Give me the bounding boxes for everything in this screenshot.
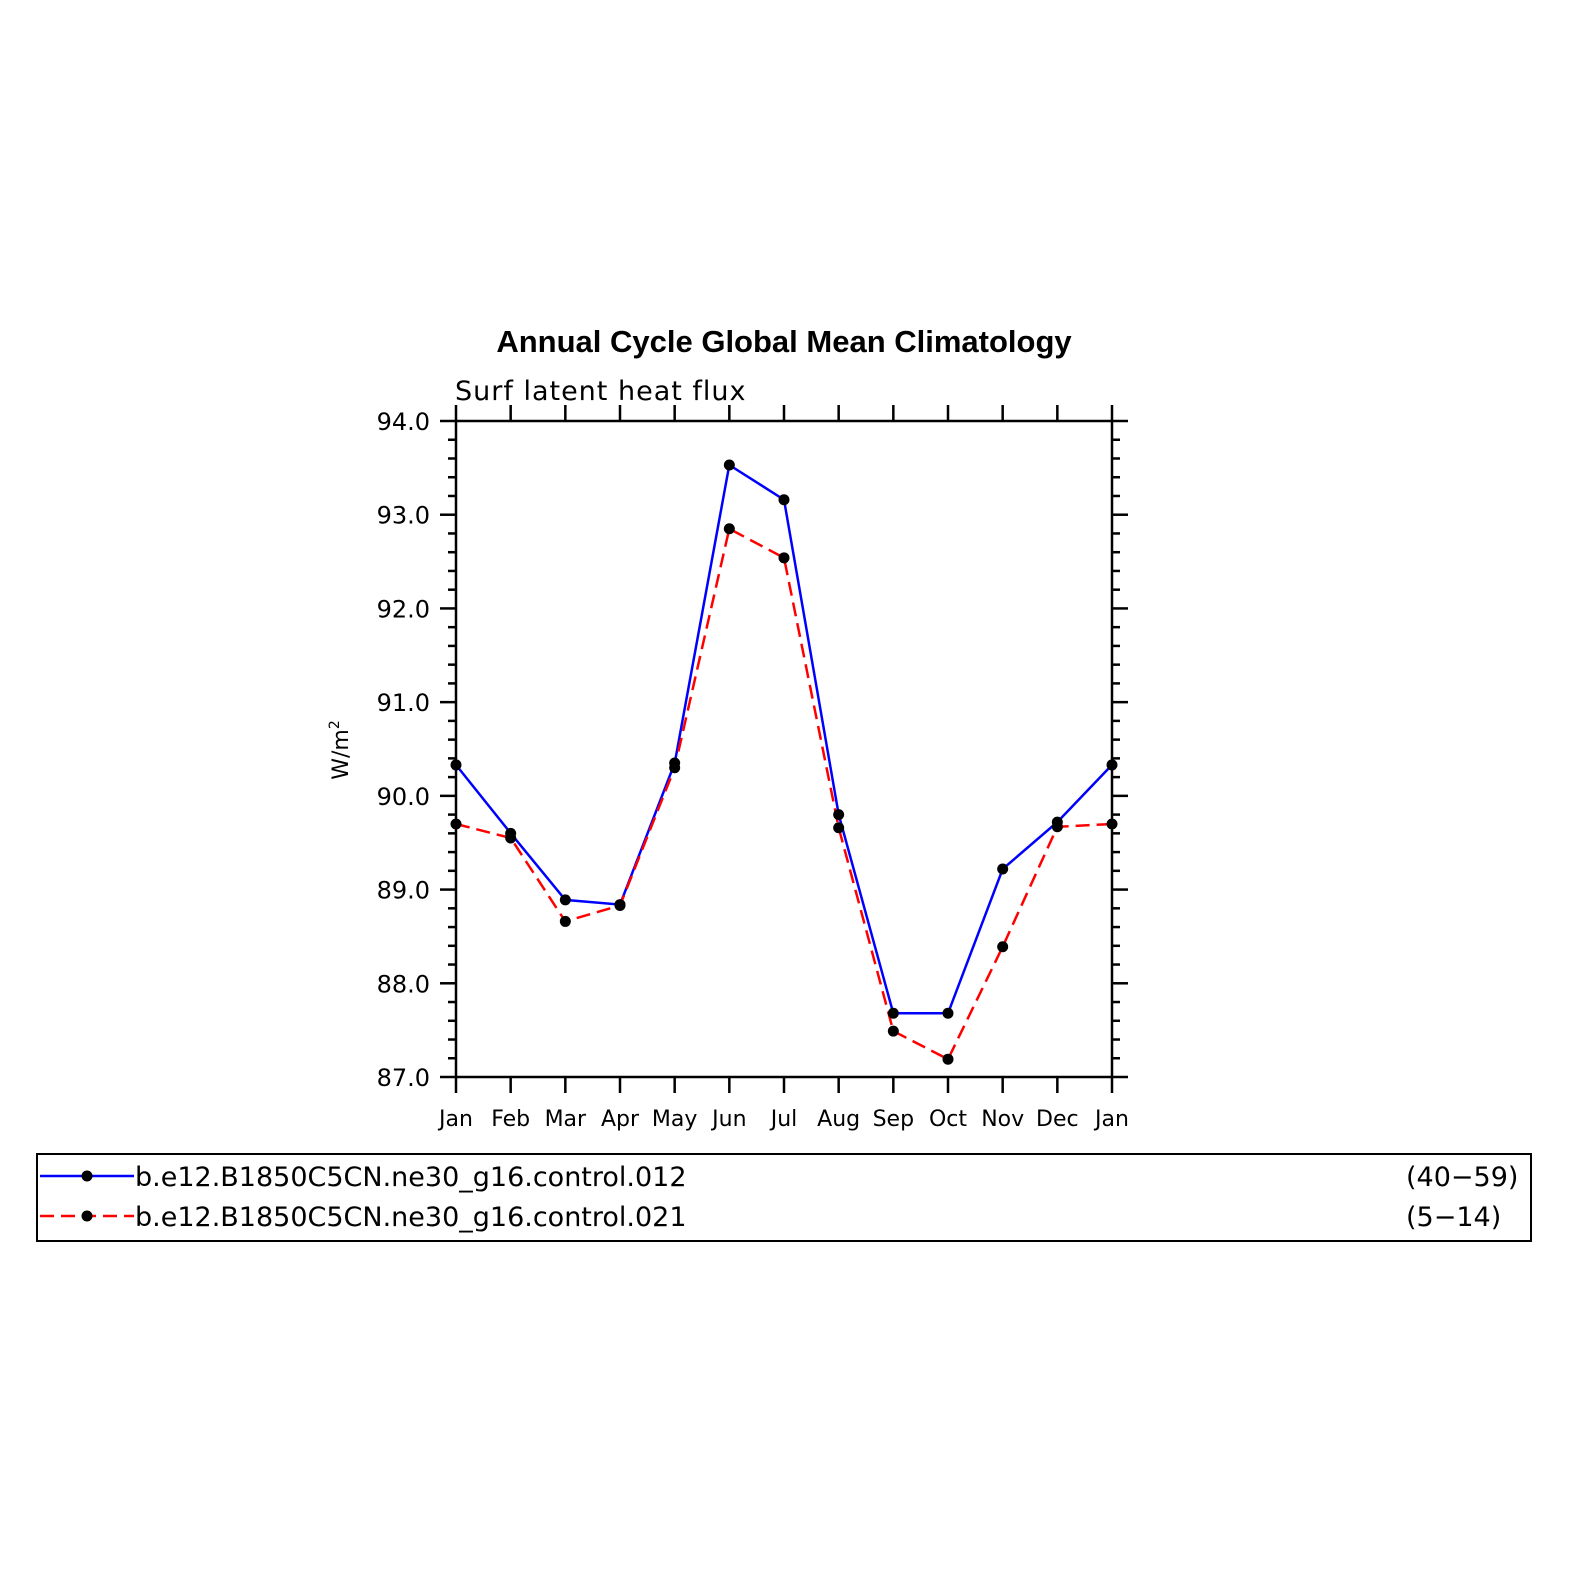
series-2-point <box>1051 821 1063 833</box>
axis-ticks: 87.0 88.0 89.0 90.0 91.0 92.0 93.0 94.0 Jan Feb Ma… <box>377 405 1129 1132</box>
x-tick-label: Jul <box>769 1107 798 1132</box>
plot-frame <box>454 419 1114 1079</box>
legend-label-2: b.e12.B1850C5CN.ne30_g16.control.021 <box>135 1202 687 1233</box>
series-2-point <box>942 1053 954 1065</box>
series-1-point <box>778 494 790 506</box>
x-tick-label: Feb <box>491 1107 530 1132</box>
series-2-point <box>505 832 517 844</box>
series-2-point <box>833 822 845 834</box>
series-2-point <box>559 915 571 927</box>
chart-subtitle: Surf latent heat flux <box>455 376 747 407</box>
legend-years-1: (40−59) <box>1406 1162 1518 1193</box>
legend-marker-1 <box>81 1170 93 1182</box>
y-tick-label: 90.0 <box>377 783 430 811</box>
legend-box <box>36 1153 1532 1242</box>
series-1-point <box>887 1007 899 1019</box>
series-1-point <box>559 894 571 906</box>
series-2-point <box>778 552 790 564</box>
y-tick-label: 88.0 <box>377 970 430 998</box>
x-tick-label: Nov <box>981 1107 1024 1132</box>
series-layer <box>450 459 1118 1065</box>
y-tick-label: 87.0 <box>377 1064 430 1092</box>
x-tick-label: Dec <box>1036 1107 1079 1132</box>
series-1-point <box>723 459 735 471</box>
x-tick-label: Apr <box>601 1107 640 1132</box>
series-2-point <box>997 941 1009 953</box>
x-tick-label: Jan <box>437 1107 473 1132</box>
x-tick-label: May <box>652 1107 697 1132</box>
series-2-point <box>669 762 681 774</box>
y-axis-label-unit: W/m <box>329 729 354 780</box>
series-1-point <box>942 1007 954 1019</box>
series-2-point <box>1106 818 1118 830</box>
y-tick-label: 92.0 <box>377 595 430 623</box>
y-tick-label: 89.0 <box>377 877 430 905</box>
y-axis-label-exponent: 2 <box>327 720 343 729</box>
y-tick-label: 94.0 <box>377 408 430 436</box>
x-tick-label: Sep <box>873 1107 914 1132</box>
x-tick-label: Aug <box>817 1107 860 1132</box>
y-axis-label: W/m2 <box>327 720 354 780</box>
x-tick-label: Jan <box>1093 1107 1129 1132</box>
x-tick-label: Mar <box>545 1107 587 1132</box>
legend-label-1: b.e12.B1850C5CN.ne30_g16.control.012 <box>135 1162 687 1193</box>
series-2-point <box>614 900 626 912</box>
x-tick-label: Oct <box>929 1107 967 1132</box>
y-tick-label: 93.0 <box>377 502 430 530</box>
legend-marker-2 <box>81 1210 93 1222</box>
series-1-point <box>833 809 845 821</box>
series-2-point <box>887 1025 899 1037</box>
chart-title: Annual Cycle Global Mean Climatology <box>496 324 1072 359</box>
series-2-point <box>450 818 462 830</box>
y-tick-label: 91.0 <box>377 689 430 717</box>
series-1-point <box>997 863 1009 875</box>
x-tick-label: Jun <box>710 1107 746 1132</box>
series-line-2 <box>455 526 1113 1061</box>
series-line-1 <box>455 462 1113 1015</box>
series-1-point <box>1106 759 1118 771</box>
legend-years-2: (5−14) <box>1406 1202 1501 1233</box>
series-2-point <box>723 523 735 535</box>
series-1-point <box>450 759 462 771</box>
legend: b.e12.B1850C5CN.ne30_g16.control.012 (40−… <box>40 1162 1518 1233</box>
